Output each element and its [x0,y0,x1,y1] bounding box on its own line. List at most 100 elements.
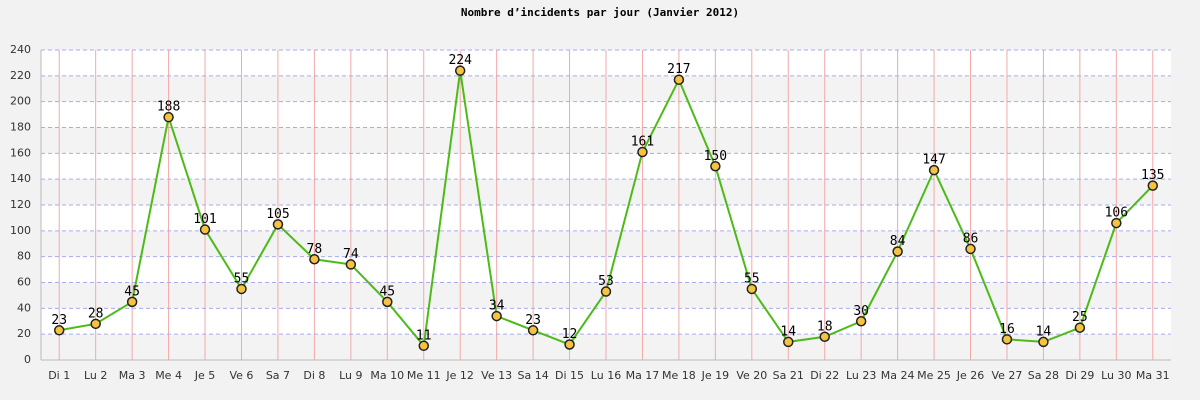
marker [1001,334,1013,345]
y-tick-label: 0 [24,353,31,366]
value-label: 12 [562,327,578,342]
value-label: 14 [780,324,796,339]
marker [600,286,612,297]
value-label: 30 [853,304,869,319]
x-tick-label: Me 4 [155,369,182,382]
value-label: 217 [667,62,690,77]
x-tick-label: Sa 7 [266,369,290,382]
value-label: 135 [1141,168,1164,183]
value-label: 55 [744,271,760,286]
marker [819,331,830,342]
value-label: 14 [1036,324,1052,339]
x-tick-label: Lu 23 [846,369,876,382]
marker [564,339,575,350]
marker [855,316,867,327]
value-label: 23 [525,313,541,328]
marker [637,146,648,158]
x-tick-label: Lu 30 [1101,369,1131,382]
marker [491,310,502,322]
y-tick-label: 100 [10,224,31,237]
y-tick-label: 180 [10,121,31,134]
marker [965,243,976,255]
marker [90,318,101,330]
x-tick-label: Ma 17 [626,369,660,382]
x-tick-label: Lu 2 [84,369,107,382]
x-tick-label: Je 19 [701,369,730,382]
value-label: 147 [922,153,945,168]
x-tick-label: Je 12 [445,369,474,382]
y-tick-label: 160 [10,146,31,159]
marker [454,65,466,76]
value-label: 84 [890,234,906,249]
marker [418,340,429,352]
x-tick-label: Je 26 [956,369,985,382]
x-tick-label: Me 11 [407,369,441,382]
value-label: 150 [704,149,727,164]
value-label: 25 [1072,310,1088,325]
x-tick-label: Ma 24 [881,369,915,382]
value-label: 45 [379,284,395,299]
value-label: 34 [489,299,505,314]
x-tick-label: Sa 14 [517,369,548,382]
y-tick-label: 20 [17,327,31,340]
x-tick-label: Ve 13 [481,369,512,382]
x-tick-label: Ma 10 [370,369,404,382]
x-tick-label: Sa 28 [1028,369,1059,382]
value-label: 45 [124,284,140,299]
marker [272,219,284,230]
marker [309,254,320,265]
x-tick-label: Lu 9 [339,369,362,382]
x-tick-label: Di 15 [555,369,584,382]
marker [1111,217,1122,229]
y-tick-label: 220 [10,69,31,82]
marker [53,325,65,336]
value-label: 105 [266,207,289,222]
value-label: 55 [234,271,250,286]
marker [527,325,539,336]
value-label: 18 [817,319,833,334]
value-label: 188 [157,100,180,115]
x-tick-label: Ve 20 [736,369,767,382]
value-label: 28 [88,306,104,321]
x-tick-label: Ma 3 [119,369,146,382]
y-tick-label: 140 [10,172,31,185]
value-label: 16 [999,322,1015,337]
x-tick-label: Sa 21 [773,369,804,382]
chart-title: Nombre d’incidents par jour (Janvier 201… [461,6,739,19]
value-label: 101 [193,212,216,227]
value-label: 86 [963,231,979,246]
y-tick-label: 40 [17,301,31,314]
value-label: 53 [598,274,614,289]
value-label: 23 [51,313,67,328]
x-tick-label: Ma 31 [1136,369,1170,382]
y-tick-label: 80 [17,250,31,263]
marker [673,74,685,85]
marker [126,296,138,308]
value-label: 161 [631,135,654,150]
marker [1038,336,1049,348]
value-label: 106 [1105,206,1128,221]
marker [710,161,721,172]
x-tick-label: Di 1 [48,369,70,382]
x-tick-label: Me 25 [917,369,951,382]
y-tick-label: 120 [10,198,31,211]
value-label: 224 [448,53,472,68]
marker [382,296,393,308]
value-label: 11 [416,328,432,343]
value-label: 78 [307,242,323,257]
y-tick-label: 200 [10,95,31,108]
marker [345,259,357,270]
marker [1074,322,1086,333]
value-label: 74 [343,247,359,262]
y-tick-label: 240 [10,43,31,56]
marker [236,283,247,295]
x-tick-label: Ve 27 [991,369,1022,382]
y-tick-label: 60 [17,276,31,289]
marker [746,283,758,295]
x-tick-label: Me 18 [662,369,696,382]
x-tick-label: Lu 16 [591,369,621,382]
x-tick-label: Di 22 [810,369,839,382]
marker [783,336,794,348]
